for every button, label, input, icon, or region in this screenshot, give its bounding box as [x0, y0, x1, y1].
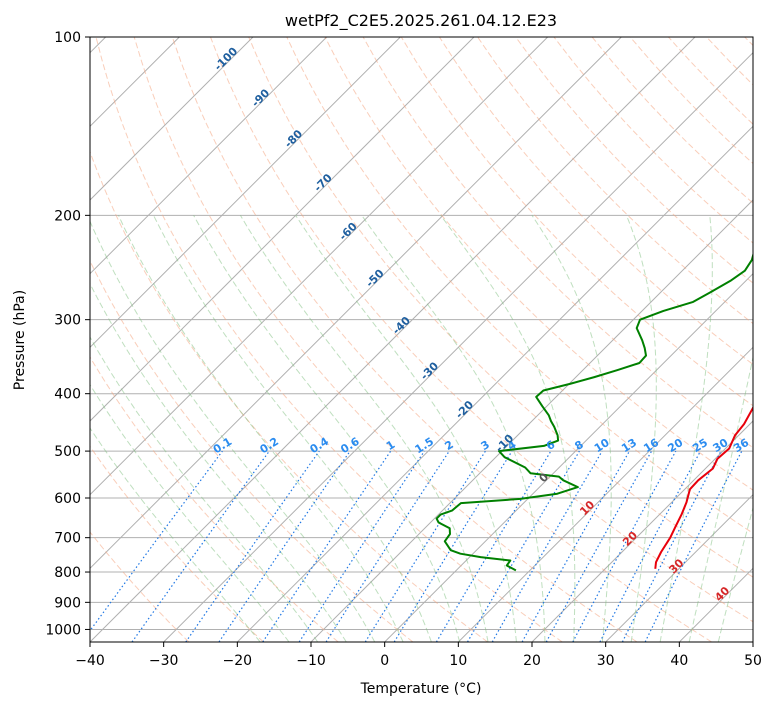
x-tick-label: −10: [296, 653, 326, 669]
sounding-profiles: [435, 251, 753, 572]
dry-adiabat-line: [515, 37, 753, 284]
mixing-ratio-line: [393, 450, 513, 642]
moist-adiabat-line: [118, 215, 404, 642]
y-tick-label: 600: [54, 491, 81, 507]
y-axis: 1000 900 800 700 600 500 400 300 200 100: [45, 30, 90, 638]
moist-adiabat-line: [239, 215, 489, 642]
isotherm-line: [90, 37, 549, 496]
isotherm-line: [384, 272, 753, 642]
moist-adiabat-line: [90, 220, 376, 642]
x-tick-label: 30: [597, 653, 615, 669]
mixing-ratio-line: [572, 450, 677, 642]
dry-adiabat-line: [90, 150, 488, 642]
y-axis-label: Pressure (hPa): [12, 290, 28, 390]
x-tick-label: −40: [75, 653, 105, 669]
y-tick-label: 500: [54, 444, 81, 460]
mixing-ratio-line: [218, 450, 351, 642]
dry-adiabat-line: [438, 37, 753, 366]
moist-adiabat-line: [90, 336, 319, 642]
dry-adiabat-line: [210, 37, 753, 623]
dry-adiabat-line: [90, 356, 339, 642]
y-tick-label: 900: [54, 595, 81, 611]
mixing-ratio-line: [185, 450, 320, 642]
mixing-ratio-line: [262, 450, 392, 642]
x-axis: −40 −30 −20 −10 0 10 20 30 40 50: [75, 642, 762, 669]
x-tick-label: 10: [449, 653, 467, 669]
mixing-ratio-lines: [90, 450, 743, 642]
x-axis-label: Temperature (°C): [360, 681, 482, 697]
dry-adiabat-line: [133, 37, 638, 642]
isotherm-line: [163, 51, 753, 642]
moist-adiabat-line: [440, 215, 576, 642]
moist-adiabat-line: [626, 215, 657, 642]
y-tick-label: 700: [54, 531, 81, 547]
mixing-ratio-line: [131, 450, 270, 642]
mixing-ratio-line: [90, 450, 223, 632]
mixing-ratio-line: [325, 450, 450, 642]
dry-adiabat-line: [90, 259, 414, 642]
moist-adiabat-line: [361, 215, 546, 642]
moist-adiabat-line: [193, 215, 461, 642]
mixing-ratio-line: [521, 450, 631, 642]
x-tick-label: 20: [523, 653, 541, 669]
dry-adiabat-line: [248, 37, 753, 578]
dewpoint-profile-line: [435, 251, 753, 572]
dry-adiabat-line: [400, 37, 753, 407]
dry-adiabat-line: [286, 37, 753, 534]
dry-adiabat-line: [95, 37, 563, 642]
mixing-ratio-line: [644, 450, 743, 642]
x-tick-label: −30: [149, 653, 179, 669]
isotherm-line: [90, 37, 622, 570]
y-tick-label: 800: [54, 565, 81, 581]
x-tick-label: −20: [223, 653, 253, 669]
temperature-profile-line: [654, 405, 753, 569]
dry-adiabat-line: [171, 37, 712, 642]
dry-adiabat-line: [90, 531, 190, 642]
mixing-ratio-line: [298, 450, 425, 642]
background-lines: [90, 37, 753, 642]
mixing-ratio-line: [545, 450, 653, 642]
isotherm-line: [531, 420, 753, 642]
x-tick-label: 0: [380, 653, 389, 669]
moist-adiabat-line: [531, 215, 612, 642]
moist-adiabat-line: [90, 282, 347, 642]
x-tick-label: 50: [744, 653, 762, 669]
moist-adiabat-line: [295, 215, 517, 642]
isotherm-line: [90, 37, 328, 275]
dry-adiabat-line: [90, 445, 264, 642]
y-tick-label: 400: [54, 387, 81, 403]
y-tick-label: 300: [54, 313, 81, 329]
isotherm-line: [90, 37, 696, 642]
moist-adiabat-line: [153, 215, 432, 642]
moist-adiabat-line: [90, 427, 261, 642]
isotherm-line: [90, 37, 254, 201]
isotherm-line: [90, 37, 475, 422]
y-tick-label: 200: [54, 208, 81, 224]
isotherm-line: [457, 346, 753, 642]
moist-adiabat-line: [688, 355, 753, 642]
x-tick-label: 40: [670, 653, 688, 669]
isotherm-line: [605, 493, 753, 642]
isotherm-line: [90, 37, 401, 349]
isotherm-line: [236, 125, 753, 642]
chart-title: wetPf2_C2E5.2025.261.04.12.E23: [285, 11, 557, 31]
plot-frame: [89, 36, 754, 643]
y-tick-label: 1000: [45, 622, 81, 638]
y-tick-label: 100: [54, 30, 81, 46]
